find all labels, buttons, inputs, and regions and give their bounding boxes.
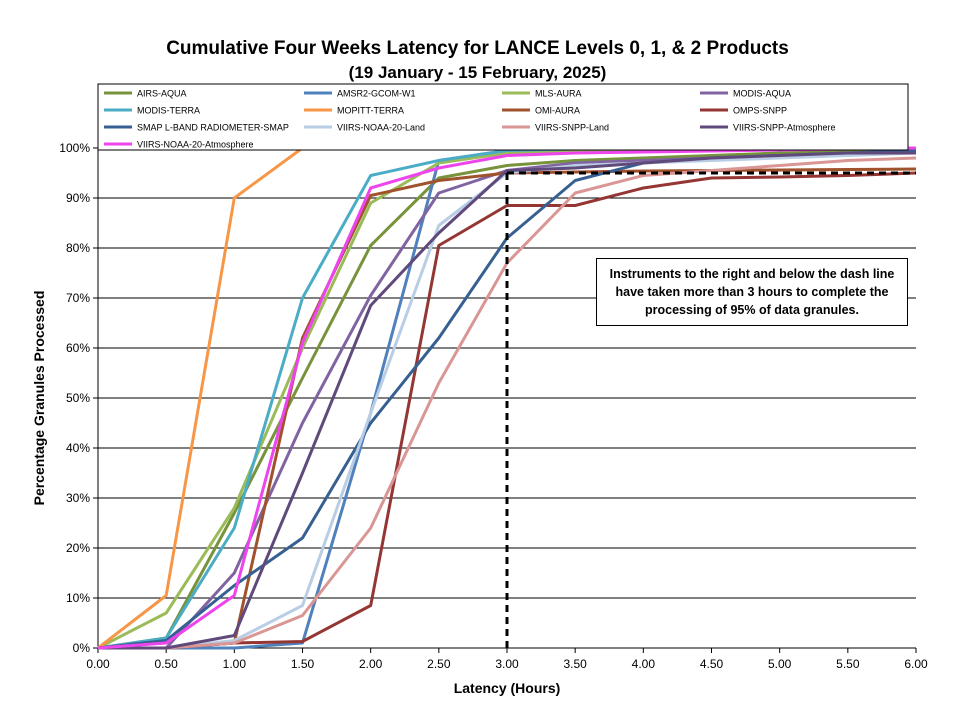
x-tick-label: 3.00 bbox=[495, 657, 519, 671]
legend-label: VIIRS-NOAA-20-Land bbox=[337, 123, 425, 133]
series-line bbox=[98, 171, 917, 650]
x-tick-label: 4.50 bbox=[700, 657, 724, 671]
legend-label: OMPS-SNPP bbox=[733, 106, 787, 116]
legend-label: VIIRS-SNPP-Land bbox=[535, 123, 609, 133]
chart-axes bbox=[93, 147, 917, 653]
y-axis-label: Percentage Granules Processed bbox=[31, 291, 47, 506]
x-tick-label: 0.00 bbox=[86, 657, 110, 671]
y-tick-label: 100% bbox=[59, 141, 90, 155]
x-tick-label: 1.00 bbox=[223, 657, 247, 671]
x-tick-label: 0.50 bbox=[154, 657, 178, 671]
x-tick-label: 1.50 bbox=[291, 657, 315, 671]
y-tick-label: 30% bbox=[66, 491, 90, 505]
x-tick-label: 2.00 bbox=[359, 657, 383, 671]
legend-label: AMSR2-GCOM-W1 bbox=[337, 89, 416, 99]
chart-legend: AIRS-AQUA AMSR2-GCOM-W1 MLS-AURA MODIS-AQUA… bbox=[97, 83, 909, 151]
x-tick-label: 4.00 bbox=[632, 657, 656, 671]
legend-label: SMAP L-BAND RADIOMETER-SMAP bbox=[137, 123, 289, 133]
y-tick-label: 20% bbox=[66, 541, 90, 555]
series-line bbox=[98, 167, 917, 650]
chart-tick-labels: 0.00 0.50 1.00 1.50 2.00 2.50 3.00 3.50 4.00 4.50… bbox=[59, 141, 928, 671]
legend-label: MODIS-AQUA bbox=[733, 89, 791, 99]
y-tick-label: 10% bbox=[66, 591, 90, 605]
x-tick-label: 3.50 bbox=[563, 657, 587, 671]
x-tick-label: 6.00 bbox=[904, 657, 928, 671]
legend-label: MODIS-TERRA bbox=[137, 106, 200, 116]
threshold-dash-line bbox=[505, 171, 916, 648]
legend-label: VIIRS-NOAA-20-Atmosphere bbox=[137, 140, 254, 150]
y-tick-label: 80% bbox=[66, 241, 90, 255]
x-tick-label: 2.50 bbox=[427, 657, 451, 671]
y-tick-label: 0% bbox=[73, 641, 91, 655]
legend-label: MLS-AURA bbox=[535, 89, 582, 99]
series-line bbox=[98, 151, 916, 650]
legend-label: MOPITT-TERRA bbox=[337, 106, 404, 116]
y-tick-label: 90% bbox=[66, 191, 90, 205]
series-line bbox=[97, 148, 917, 650]
y-tick-label: 50% bbox=[66, 391, 90, 405]
annotation-box: Instruments to the right and below the d… bbox=[596, 258, 908, 326]
x-axis-label: Latency (Hours) bbox=[454, 680, 561, 696]
legend-box bbox=[97, 83, 909, 151]
x-tick-label: 5.50 bbox=[836, 657, 860, 671]
legend-label: VIIRS-SNPP-Atmosphere bbox=[733, 123, 836, 133]
y-tick-label: 60% bbox=[66, 341, 90, 355]
y-tick-label: 70% bbox=[66, 291, 90, 305]
x-tick-label: 5.00 bbox=[768, 657, 792, 671]
y-tick-label: 40% bbox=[66, 441, 90, 455]
chart-subtitle: (19 January - 15 February, 2025) bbox=[348, 63, 607, 82]
chart-title: Cumulative Four Weeks Latency for LANCE … bbox=[166, 38, 789, 59]
legend-label: OMI-AURA bbox=[535, 106, 580, 116]
legend-label: AIRS-AQUA bbox=[137, 89, 187, 99]
